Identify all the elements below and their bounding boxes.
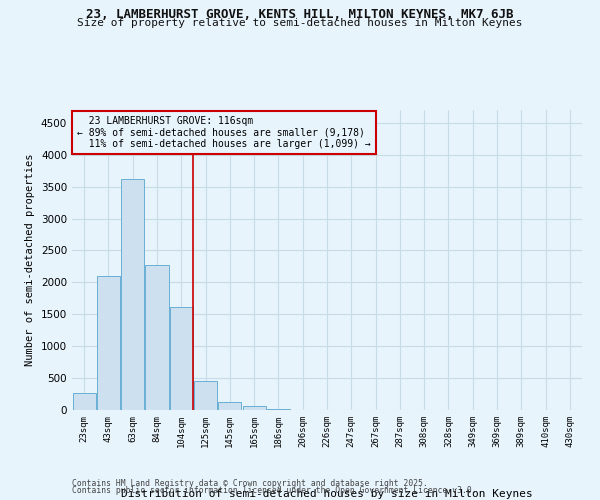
Bar [97,276,120,410]
Bar [194,382,217,410]
Bar [145,265,169,410]
X-axis label: Distribution of semi-detached houses by size in Milton Keynes: Distribution of semi-detached houses by … [121,489,533,499]
Text: 23, LAMBERHURST GROVE, KENTS HILL, MILTON KEYNES, MK7 6JB: 23, LAMBERHURST GROVE, KENTS HILL, MILTO… [86,8,514,20]
Bar [218,402,241,410]
Y-axis label: Number of semi-detached properties: Number of semi-detached properties [25,154,35,366]
Text: Contains public sector information licensed under the Open Government Licence v3: Contains public sector information licen… [72,486,476,495]
Text: Contains HM Land Registry data © Crown copyright and database right 2025.: Contains HM Land Registry data © Crown c… [72,478,428,488]
Bar [121,179,144,410]
Bar [242,406,266,410]
Bar [73,393,95,410]
Bar [170,306,193,410]
Text: Size of property relative to semi-detached houses in Milton Keynes: Size of property relative to semi-detach… [77,18,523,28]
Text: 23 LAMBERHURST GROVE: 116sqm
← 89% of semi-detached houses are smaller (9,178)
 : 23 LAMBERHURST GROVE: 116sqm ← 89% of se… [77,116,371,149]
